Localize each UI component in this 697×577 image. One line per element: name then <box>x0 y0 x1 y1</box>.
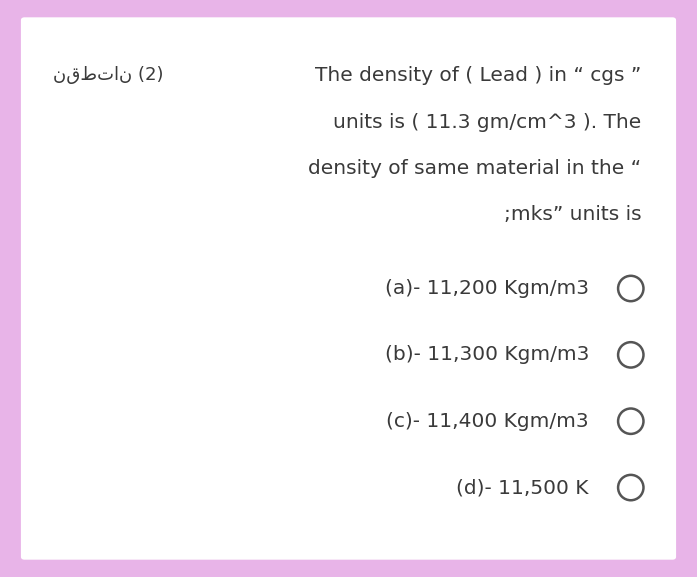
Text: units is ( 11.3 gm/cm^3 ). The: units is ( 11.3 gm/cm^3 ). The <box>333 113 641 132</box>
Text: (a)- 11,200 Kgm/m3: (a)- 11,200 Kgm/m3 <box>385 279 589 298</box>
Text: (b)- 11,300 Kgm/m3: (b)- 11,300 Kgm/m3 <box>385 346 589 364</box>
Text: (d)- 11,500 K: (d)- 11,500 K <box>457 478 589 497</box>
Text: ;mks” units is: ;mks” units is <box>504 205 641 224</box>
Text: density of same material in the “: density of same material in the “ <box>308 159 641 178</box>
Text: The density of ( Lead ) in “ cgs ”: The density of ( Lead ) in “ cgs ” <box>315 66 641 85</box>
Text: (c)- 11,400 Kgm/m3: (c)- 11,400 Kgm/m3 <box>386 412 589 430</box>
Text: نقطتان (2): نقطتان (2) <box>53 66 163 84</box>
